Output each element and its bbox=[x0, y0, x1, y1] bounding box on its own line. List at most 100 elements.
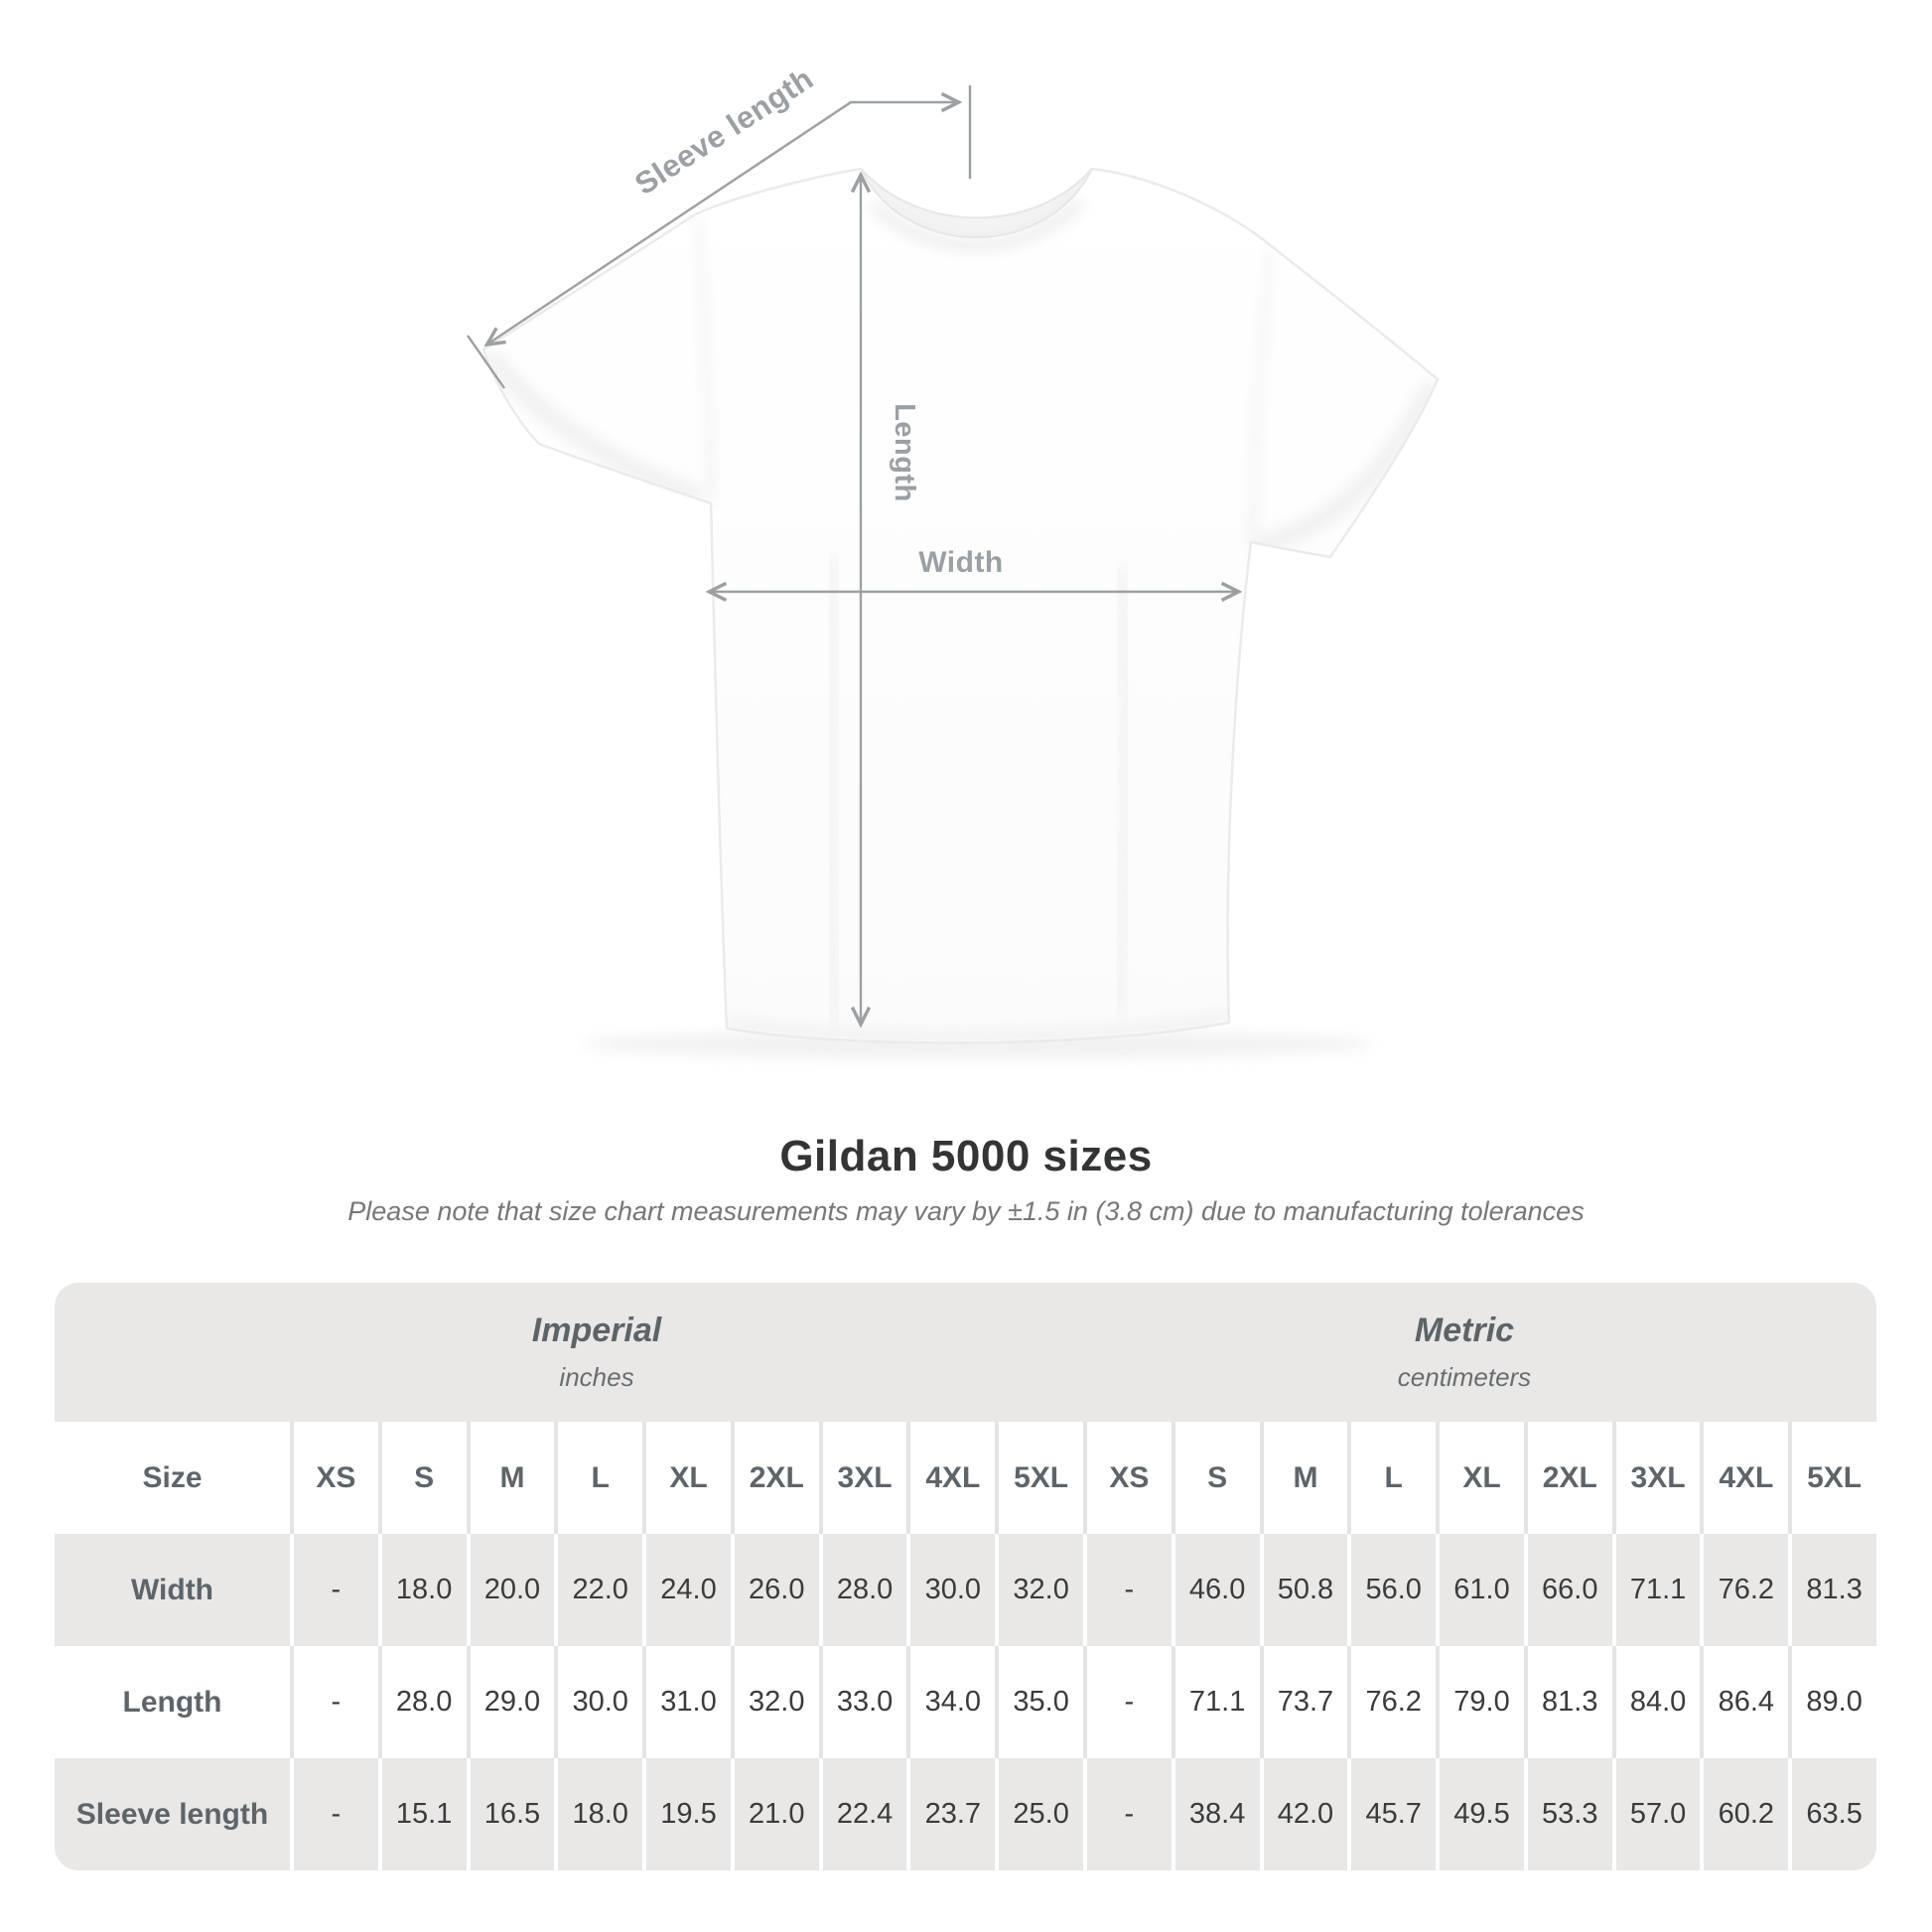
size-grid: Size XS S M L XL 2XL 3XL 4XL 5XL XS S M L XL 2XL 3XL 4XL 5… bbox=[55, 1422, 1876, 1870]
column-header-imperial-2xl: 2XL bbox=[730, 1422, 819, 1534]
table-row: Length -28.0 29.0 30.0 31.0 32.0 33.0 34.0 35.0-… bbox=[55, 1646, 1876, 1758]
size-value-cell: 56.0 bbox=[1347, 1534, 1437, 1646]
metric-group-title: Metric bbox=[1414, 1311, 1515, 1349]
metric-group-unit: centimeters bbox=[1397, 1362, 1532, 1392]
size-header-row: Size XS S M L XL 2XL 3XL 4XL 5XL XS S M L XL 2XL 3XL 4XL 5… bbox=[55, 1422, 1876, 1534]
tshirt-diagram: Sleeve length Length Width bbox=[467, 61, 1440, 1058]
size-value-cell: 28.0 bbox=[818, 1534, 907, 1646]
size-value-cell: 30.0 bbox=[906, 1534, 996, 1646]
column-header-imperial-s: S bbox=[377, 1422, 467, 1534]
size-value-cell: 76.2 bbox=[1700, 1534, 1789, 1646]
tolerance-note: Please note that size chart measurements… bbox=[347, 1196, 1585, 1226]
column-header-metric-4xl: 4XL bbox=[1700, 1422, 1789, 1534]
row-label: Sleeve length bbox=[55, 1758, 290, 1870]
size-value-cell: - bbox=[290, 1534, 378, 1646]
size-value-cell: 32.0 bbox=[730, 1646, 819, 1758]
sleeve-end-tick bbox=[467, 335, 505, 389]
size-value-cell: - bbox=[1083, 1646, 1172, 1758]
size-value-cell: 61.0 bbox=[1436, 1534, 1524, 1646]
table-row: Width -18.0 20.0 22.0 24.0 26.0 28.0 30.0 32.0-4… bbox=[55, 1534, 1876, 1646]
page-title: Gildan 5000 sizes bbox=[779, 1132, 1153, 1180]
row-label: Length bbox=[55, 1646, 290, 1758]
size-value-cell: 89.0 bbox=[1788, 1646, 1876, 1758]
column-header-metric-2xl: 2XL bbox=[1523, 1422, 1612, 1534]
tshirt-body bbox=[482, 167, 1440, 1044]
size-value-cell: 81.3 bbox=[1523, 1646, 1612, 1758]
size-value-cell: 29.0 bbox=[466, 1646, 555, 1758]
size-value-cell: 34.0 bbox=[906, 1646, 996, 1758]
size-value-cell: 18.0 bbox=[554, 1758, 643, 1870]
size-value-cell: 22.4 bbox=[818, 1758, 907, 1870]
column-header-metric-m: M bbox=[1259, 1422, 1348, 1534]
size-value-cell: 76.2 bbox=[1347, 1646, 1437, 1758]
size-value-cell: 71.1 bbox=[1171, 1646, 1260, 1758]
size-value-cell: 16.5 bbox=[466, 1758, 555, 1870]
column-header-imperial-4xl: 4XL bbox=[906, 1422, 996, 1534]
unit-band: Imperial inches Metric centimeters bbox=[55, 1283, 1876, 1422]
size-value-cell: - bbox=[1083, 1534, 1172, 1646]
size-value-cell: 73.7 bbox=[1259, 1646, 1348, 1758]
size-value-cell: 23.7 bbox=[906, 1758, 996, 1870]
size-column-header: Size bbox=[55, 1422, 290, 1534]
size-value-cell: 26.0 bbox=[730, 1534, 819, 1646]
size-value-cell: 15.1 bbox=[377, 1758, 467, 1870]
size-value-cell: 81.3 bbox=[1788, 1534, 1876, 1646]
size-value-cell: 84.0 bbox=[1611, 1646, 1701, 1758]
sleeve-length-label: Sleeve length bbox=[628, 61, 819, 202]
size-value-cell: 79.0 bbox=[1436, 1646, 1524, 1758]
column-header-metric-5xl: 5XL bbox=[1788, 1422, 1876, 1534]
imperial-group-title: Imperial bbox=[531, 1311, 662, 1349]
column-header-metric-xl: XL bbox=[1436, 1422, 1524, 1534]
size-value-cell: 60.2 bbox=[1700, 1758, 1789, 1870]
size-value-cell: - bbox=[290, 1758, 378, 1870]
size-value-cell: 22.0 bbox=[554, 1534, 643, 1646]
size-value-cell: 71.1 bbox=[1611, 1534, 1701, 1646]
size-value-cell: 42.0 bbox=[1259, 1758, 1348, 1870]
size-value-cell: 21.0 bbox=[730, 1758, 819, 1870]
size-value-cell: 20.0 bbox=[466, 1534, 555, 1646]
shirt-ground-shadow bbox=[581, 1031, 1375, 1058]
size-value-cell: 86.4 bbox=[1700, 1646, 1789, 1758]
size-value-cell: 57.0 bbox=[1611, 1758, 1701, 1870]
size-value-cell: 63.5 bbox=[1788, 1758, 1876, 1870]
size-value-cell: 28.0 bbox=[377, 1646, 467, 1758]
size-value-cell: 30.0 bbox=[554, 1646, 643, 1758]
size-value-cell: 66.0 bbox=[1523, 1534, 1612, 1646]
column-header-imperial-3xl: 3XL bbox=[818, 1422, 907, 1534]
size-value-cell: 50.8 bbox=[1259, 1534, 1348, 1646]
size-value-cell: 33.0 bbox=[818, 1646, 907, 1758]
column-header-imperial-5xl: 5XL bbox=[995, 1422, 1083, 1534]
size-value-cell: 18.0 bbox=[377, 1534, 467, 1646]
length-label: Length bbox=[889, 403, 920, 502]
column-header-imperial-xl: XL bbox=[642, 1422, 731, 1534]
width-label: Width bbox=[918, 546, 1004, 579]
imperial-group-unit: inches bbox=[559, 1362, 634, 1392]
size-table: Imperial inches Metric centimeters Size X… bbox=[55, 1283, 1876, 1870]
column-header-imperial-xs: XS bbox=[290, 1422, 378, 1534]
table-row: Sleeve length -15.1 16.5 18.0 19.5 21.0 22.4 23… bbox=[55, 1758, 1876, 1870]
size-value-cell: - bbox=[1083, 1758, 1172, 1870]
size-value-cell: 25.0 bbox=[995, 1758, 1083, 1870]
size-value-cell: 24.0 bbox=[642, 1534, 731, 1646]
imperial-group: Imperial inches bbox=[532, 1311, 661, 1393]
size-value-cell: 46.0 bbox=[1171, 1534, 1260, 1646]
row-label: Width bbox=[55, 1534, 290, 1646]
size-value-cell: 35.0 bbox=[995, 1646, 1083, 1758]
metric-group: Metric centimeters bbox=[1398, 1311, 1531, 1393]
size-value-cell: - bbox=[290, 1646, 378, 1758]
size-value-cell: 49.5 bbox=[1436, 1758, 1524, 1870]
column-header-imperial-m: M bbox=[466, 1422, 555, 1534]
size-value-cell: 31.0 bbox=[642, 1646, 731, 1758]
size-value-cell: 45.7 bbox=[1347, 1758, 1437, 1870]
column-header-metric-xs: XS bbox=[1083, 1422, 1172, 1534]
size-value-cell: 38.4 bbox=[1171, 1758, 1260, 1870]
column-header-metric-3xl: 3XL bbox=[1611, 1422, 1701, 1534]
sleeve-length-dimension bbox=[467, 85, 972, 389]
size-value-cell: 53.3 bbox=[1523, 1758, 1612, 1870]
size-value-cell: 32.0 bbox=[995, 1534, 1083, 1646]
column-header-metric-s: S bbox=[1171, 1422, 1260, 1534]
column-header-metric-l: L bbox=[1347, 1422, 1437, 1534]
size-value-cell: 19.5 bbox=[642, 1758, 731, 1870]
column-header-imperial-l: L bbox=[554, 1422, 643, 1534]
